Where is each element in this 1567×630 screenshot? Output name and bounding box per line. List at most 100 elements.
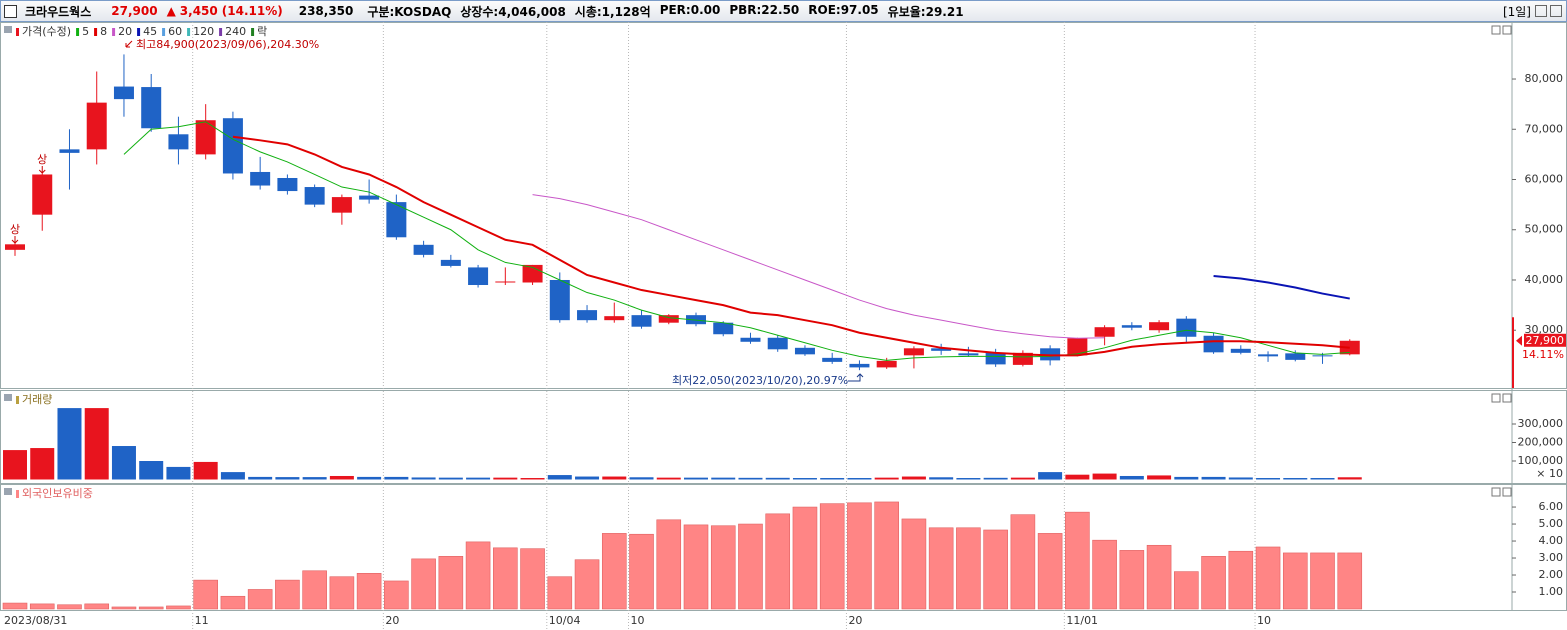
last-pct: 14.11% [1522, 348, 1564, 361]
volume-bar [1092, 473, 1117, 480]
legend-label: 240 [225, 25, 246, 38]
volume-bar [929, 477, 954, 480]
legend-swatch [16, 28, 19, 36]
volume-bar [438, 477, 463, 480]
panel-button[interactable] [1502, 393, 1512, 403]
volume-bar [111, 446, 136, 480]
volume-bar [493, 477, 518, 480]
candle-body [604, 316, 625, 321]
candle-body [440, 259, 461, 266]
volume-bar [1038, 472, 1063, 480]
volume-bar [1201, 476, 1226, 480]
candle-body [767, 337, 788, 350]
header-field: 유보율:29.21 [887, 4, 964, 19]
legend-swatch [76, 28, 80, 36]
foreign-bar [1201, 556, 1226, 610]
volume-bar [629, 477, 654, 480]
foreign-bar [1065, 511, 1090, 610]
volume-bar [956, 478, 981, 480]
foreign-bar [438, 556, 464, 610]
legend-swatch [112, 28, 116, 36]
y-tick-label: 300,000 [1518, 417, 1564, 430]
x-tick-label: 10 [1257, 614, 1271, 627]
change-pct: (14.11%) [221, 4, 283, 18]
price-panel [0, 22, 1567, 389]
foreign-bar [1310, 552, 1335, 610]
header-field: 구분:KOSDAQ [367, 4, 452, 19]
volume-bar [302, 477, 327, 480]
volume-bar [193, 461, 218, 480]
volume-bar [656, 477, 681, 480]
candle-body [113, 86, 134, 100]
foreign-bar [928, 527, 954, 610]
legend-label: 거래량 [22, 393, 52, 406]
candle-body [222, 118, 243, 174]
panel-button[interactable] [1491, 487, 1501, 497]
icon-close[interactable] [1550, 5, 1562, 17]
header-field: 상장수:4,046,008 [460, 4, 566, 19]
header-field: 시총:1,128억 [574, 4, 651, 19]
foreign-bar [738, 523, 763, 610]
period[interactable]: [1일] [1502, 4, 1531, 19]
legend-label: 가격(수정) [22, 25, 71, 38]
foreign-bar [547, 576, 573, 610]
candle-body [304, 187, 325, 205]
foreign-bar [956, 527, 981, 610]
panel-button[interactable] [1502, 487, 1512, 497]
legend-swatch [16, 396, 19, 404]
foreign-bar [465, 541, 491, 610]
fields: 구분:KOSDAQ 상장수:4,046,008 시총:1,128억 PER:0.00 P… [367, 3, 972, 20]
panel-button[interactable] [1502, 25, 1512, 35]
panel-button[interactable] [1491, 25, 1501, 35]
foreign-bar [683, 524, 709, 610]
candle-body [577, 310, 598, 321]
candle-body [1012, 352, 1033, 365]
panel-button[interactable] [1491, 393, 1501, 403]
legend-swatch [94, 28, 98, 36]
candle-body [849, 363, 870, 368]
volume-bar [1174, 476, 1199, 480]
panel-icon [4, 488, 12, 495]
price-pointer [1516, 335, 1522, 346]
candle-body [1230, 348, 1251, 353]
volume-bar [384, 476, 409, 480]
foreign-bar [656, 519, 682, 610]
volume-bar [684, 477, 708, 480]
y-tick-label: 200,000 [1518, 436, 1564, 449]
legend-label: 120 [193, 25, 214, 38]
candle-body [250, 171, 271, 186]
checkbox[interactable] [4, 4, 17, 18]
legend-swatch [251, 28, 255, 36]
x-tick-label: 11 [195, 614, 209, 627]
foreign-bar [84, 603, 110, 610]
volume: 238,350 [298, 4, 354, 18]
foreign-bar [901, 518, 927, 610]
volume-bar [1283, 478, 1308, 480]
legend-swatch [219, 28, 223, 36]
candle-body [1149, 322, 1170, 331]
volume-bar [901, 476, 926, 480]
candle-body [931, 348, 952, 351]
volume-bar [847, 478, 872, 480]
candle-body [1285, 353, 1306, 360]
header-field: PER:0.00 [659, 2, 721, 17]
icon-min[interactable] [1535, 5, 1547, 17]
candle-body [631, 315, 652, 327]
foreign-bar [220, 595, 246, 610]
legend-label: 60 [168, 25, 182, 38]
x-tick-label: 20 [848, 614, 862, 627]
x-tick-label: 20 [385, 614, 399, 627]
y-tick-label: 30,000 [1525, 323, 1564, 336]
candle-body [1040, 348, 1061, 361]
legend-label: 5 [82, 25, 89, 38]
foreign-bar [629, 533, 654, 610]
legend-label: 락 [257, 25, 267, 38]
y-tick-label: 70,000 [1525, 122, 1564, 135]
foreign-bar [1255, 546, 1281, 610]
y-tick-label: 6.00 [1539, 500, 1564, 513]
foreign-bar [983, 529, 1008, 610]
x-tick-label: 10/04 [549, 614, 581, 627]
candle-body [1312, 355, 1333, 357]
foreign-bar [138, 606, 164, 610]
legend-swatch [137, 28, 141, 36]
